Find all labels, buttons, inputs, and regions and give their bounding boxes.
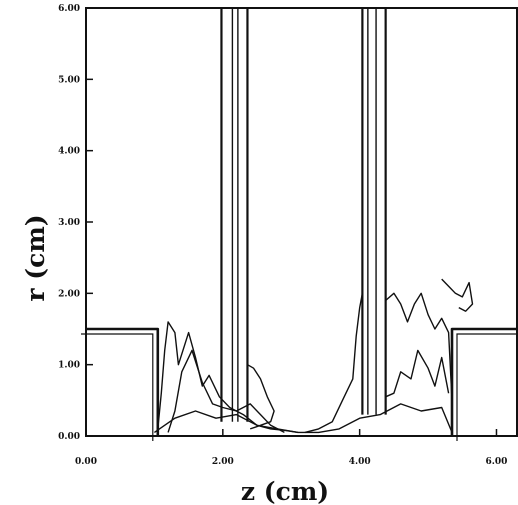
flow-contour-near-divider-left-line xyxy=(247,364,275,430)
flow-contour-right-outer-line xyxy=(385,292,453,401)
flow-contour-right-inner-line xyxy=(385,349,450,398)
y-tick-label: 4.00 xyxy=(58,147,80,157)
x-axis-title: z (cm) xyxy=(241,477,329,505)
x-tick-label: 0.00 xyxy=(75,457,97,467)
y-tick-label: 5.00 xyxy=(58,75,80,85)
x-tick-label: 2.00 xyxy=(212,457,234,467)
y-tick-label: 1.00 xyxy=(58,361,80,371)
flow-contour-right-line xyxy=(304,293,364,434)
x-tick-label: 6.00 xyxy=(486,457,508,467)
wall-right-inner-line xyxy=(456,333,518,441)
wall-left-line xyxy=(86,327,160,436)
x-tick-label: 4.00 xyxy=(349,457,371,467)
flow-contour-left-inner-line xyxy=(167,349,285,434)
wall-left-inner-line xyxy=(81,333,154,441)
flow-contour-right-far-line xyxy=(441,278,474,312)
y-axis-ticks: 0.00 1.00 2.00 3.00 4.00 5.00 6.00 xyxy=(58,4,93,442)
series-layer xyxy=(81,8,518,441)
y-tick-label: 2.00 xyxy=(58,289,80,299)
y-tick-label: 6.00 xyxy=(58,4,80,14)
y-tick-label: 3.00 xyxy=(58,218,80,228)
y-tick-label: 0.00 xyxy=(58,432,80,442)
x-axis-ticks: 0.00 2.00 4.00 6.00 xyxy=(75,429,507,467)
wall-right-line xyxy=(450,327,517,436)
bottom-turbulence-line xyxy=(154,403,453,434)
y-axis-title: r (cm) xyxy=(21,214,50,301)
